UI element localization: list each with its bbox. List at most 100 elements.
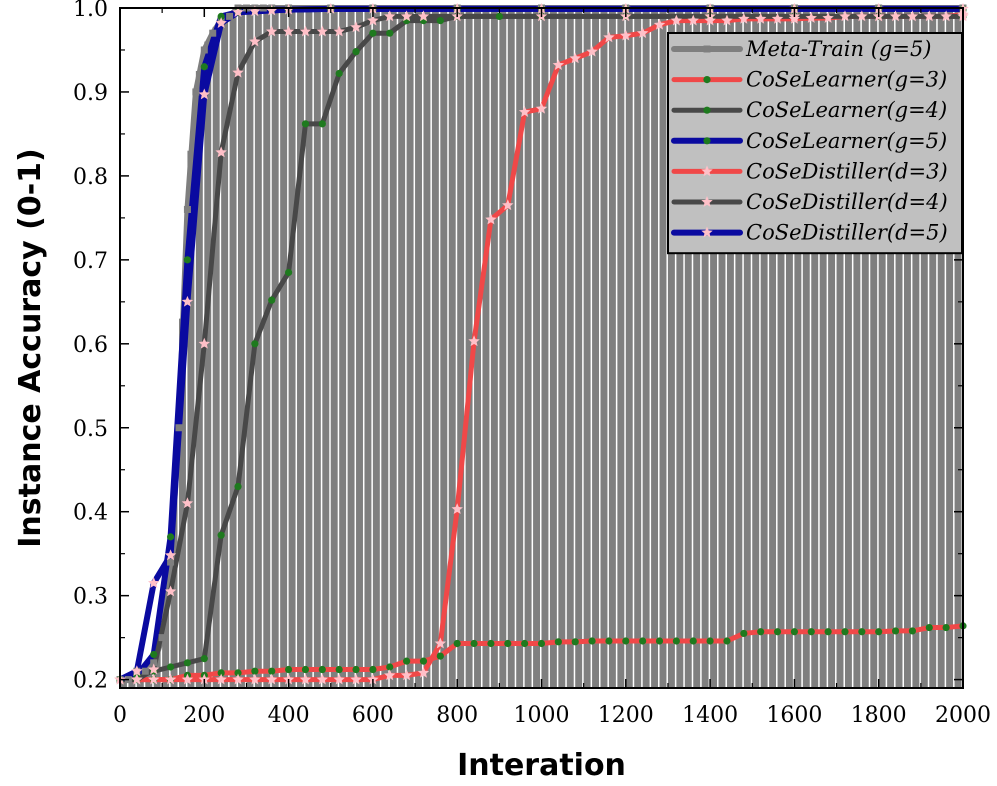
data-point xyxy=(232,66,244,78)
data-point xyxy=(249,35,261,47)
background-bar xyxy=(642,8,650,688)
background-bar xyxy=(389,8,397,688)
data-point xyxy=(518,106,531,117)
background-bar xyxy=(297,8,304,688)
background-bar xyxy=(305,8,313,688)
data-point xyxy=(487,639,495,648)
data-point xyxy=(723,637,731,645)
background-bar xyxy=(330,8,338,688)
data-point xyxy=(217,12,225,20)
background-bar xyxy=(785,8,793,688)
background-bar xyxy=(246,8,254,688)
data-point xyxy=(268,667,276,675)
data-point xyxy=(622,637,630,645)
background-bar xyxy=(162,599,170,688)
background-bar xyxy=(870,8,878,688)
data-point xyxy=(181,295,194,307)
background-bar xyxy=(415,8,422,688)
background-bar xyxy=(828,8,836,688)
data-point xyxy=(167,558,175,566)
data-point xyxy=(217,669,225,677)
data-point xyxy=(164,585,177,597)
x-tick-label: 1200 xyxy=(598,703,654,728)
series-line xyxy=(117,13,966,683)
background-bar xyxy=(912,8,920,688)
data-point xyxy=(266,4,278,16)
data-point xyxy=(200,63,208,71)
background-bar xyxy=(592,8,600,688)
background-bar xyxy=(254,8,262,688)
data-point xyxy=(906,10,919,22)
data-point xyxy=(453,639,461,648)
legend-label: CoSeLearner(g=4) xyxy=(746,98,947,122)
background-bar xyxy=(676,8,684,688)
background-bar xyxy=(743,8,751,688)
background-bar xyxy=(752,8,760,688)
x-tick-label: 1800 xyxy=(851,703,907,728)
background-bar xyxy=(120,679,127,688)
background-bar xyxy=(954,8,962,688)
background-bar xyxy=(920,8,928,688)
background-bar xyxy=(229,12,237,689)
legend-swatch-marker xyxy=(701,165,713,177)
data-point xyxy=(266,673,278,685)
background-bar xyxy=(465,8,473,688)
y-tick-label: 0.8 xyxy=(73,165,108,190)
data-point xyxy=(333,673,345,685)
background-bar xyxy=(347,8,355,688)
legend-label: CoSeDistiller(d=3) xyxy=(746,159,948,183)
background-bar xyxy=(372,8,380,688)
data-point xyxy=(285,268,293,277)
background-bar xyxy=(221,18,229,688)
tick-marks xyxy=(119,7,964,688)
background-bar xyxy=(844,8,852,688)
x-tick-label: 600 xyxy=(352,703,394,728)
legend-swatch-marker xyxy=(701,226,713,238)
data-point xyxy=(655,637,664,645)
data-point xyxy=(436,16,444,25)
background-bar xyxy=(903,8,911,688)
y-tick-label: 0.4 xyxy=(73,501,108,526)
data-point xyxy=(234,482,242,491)
tick-labels: 0 200 400 600 800 1000 1200 1400 1600 1800 2000 0.2… xyxy=(73,0,991,728)
background-bar xyxy=(448,8,456,688)
legend-swatch-marker xyxy=(703,76,711,84)
legend-swatch-marker xyxy=(701,196,713,207)
data-point xyxy=(875,628,883,636)
background-bar xyxy=(861,8,869,688)
data-point xyxy=(200,655,208,663)
data-point xyxy=(192,88,200,96)
background-bar xyxy=(726,8,734,688)
data-point xyxy=(417,666,430,678)
data-point xyxy=(485,213,497,225)
data-point xyxy=(706,637,714,645)
background-bar xyxy=(710,8,718,688)
data-point xyxy=(384,669,396,681)
data-point xyxy=(164,549,177,561)
x-tick-label: 1000 xyxy=(514,703,570,728)
data-point xyxy=(164,673,177,685)
data-point xyxy=(352,48,360,56)
background-bar xyxy=(937,8,945,688)
series-markers xyxy=(114,2,969,685)
data-point xyxy=(215,17,227,28)
data-point xyxy=(301,120,310,128)
data-point xyxy=(451,503,463,515)
background-bar xyxy=(356,8,363,688)
data-point xyxy=(209,29,217,37)
background-bar xyxy=(667,8,675,688)
background-bar xyxy=(836,8,844,688)
data-point xyxy=(824,628,832,636)
background-bar xyxy=(625,8,633,688)
data-point xyxy=(757,628,765,636)
data-point xyxy=(605,637,613,645)
data-point xyxy=(923,10,935,22)
data-point xyxy=(468,335,480,347)
data-point xyxy=(282,25,295,37)
data-point xyxy=(504,639,512,648)
data-point xyxy=(181,673,194,685)
x-tick-label: 0 xyxy=(113,703,127,728)
legend-swatch-marker xyxy=(703,137,711,145)
data-point xyxy=(738,12,750,24)
y-axis-title: Instance Accuracy (0-1) xyxy=(13,148,48,547)
